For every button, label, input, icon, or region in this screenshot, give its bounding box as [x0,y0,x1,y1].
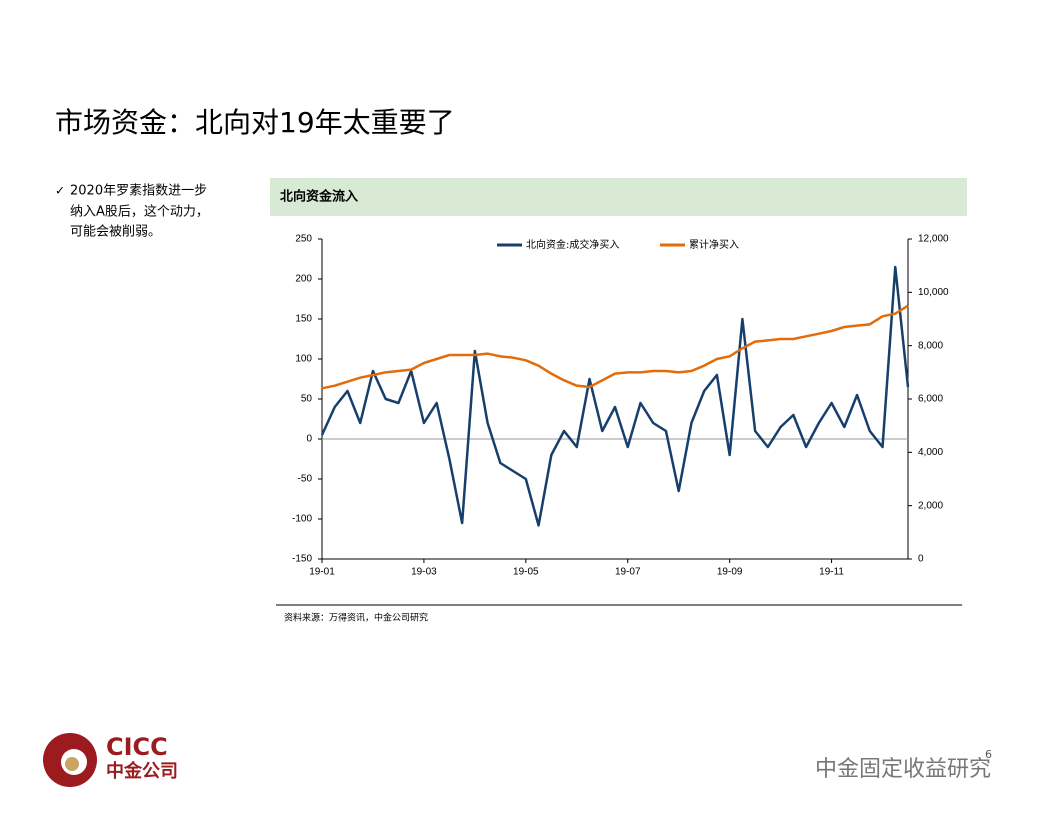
bullet-line: 可能会被削弱。 [70,225,161,240]
legend-label: 北向资金:成交净买入 [526,238,619,251]
y2-tick-label: 8,000 [918,340,943,351]
panel-header [270,178,967,216]
panel-title: 北向资金流入 [280,189,358,205]
series-line [321,304,909,390]
watermark: 中金固定收益研究 [815,757,991,782]
bullet-line: 2020年罗素指数进一步 [70,184,207,199]
series-line [320,265,910,527]
y-tick-label: -150 [292,554,312,565]
page-number: 6 [985,748,992,761]
slide-title: 市场资金：北向对19年太重要了 [55,106,455,139]
x-tick-label: 19-11 [819,567,844,578]
y-tick-label: 100 [295,354,312,365]
y2-tick-label: 10,000 [918,287,949,298]
x-tick-label: 19-03 [411,567,437,578]
chart: -150 -100 -50 0 50 100 150 200 250 0 2,000 4,000 6,0… [292,234,949,578]
y2-tick-label: 0 [918,554,924,565]
y-tick-label: 200 [295,274,312,285]
x-tick-label: 19-07 [615,567,641,578]
y-tick-label: 250 [295,234,312,245]
x-tick-label: 19-09 [717,567,743,578]
x-tick-label: 19-01 [309,567,335,578]
logo [43,733,97,787]
check: ✓ [55,184,65,198]
y-tick-label: 150 [295,314,312,325]
logo-text: CICC [106,733,168,761]
y-tick-label: 0 [306,434,312,445]
logo-sub: 中金公司 [106,760,178,782]
y-tick-label: -50 [298,474,313,485]
logo-mark [65,757,79,771]
y2-tick-label: 4,000 [918,447,943,458]
y2-tick-label: 12,000 [918,234,949,245]
y-tick-label: 50 [301,394,313,405]
y-tick-label: -100 [292,514,312,525]
legend-label: 累计净买入 [689,238,739,251]
x-tick-label: 19-05 [513,567,539,578]
bullet-line: 纳入A股后，这个动力， [70,204,209,220]
y2-tick-label: 2,000 [918,500,943,511]
source: 资料来源：万得资讯，中金公司研究 [284,612,428,624]
y2-tick-label: 6,000 [918,394,943,405]
